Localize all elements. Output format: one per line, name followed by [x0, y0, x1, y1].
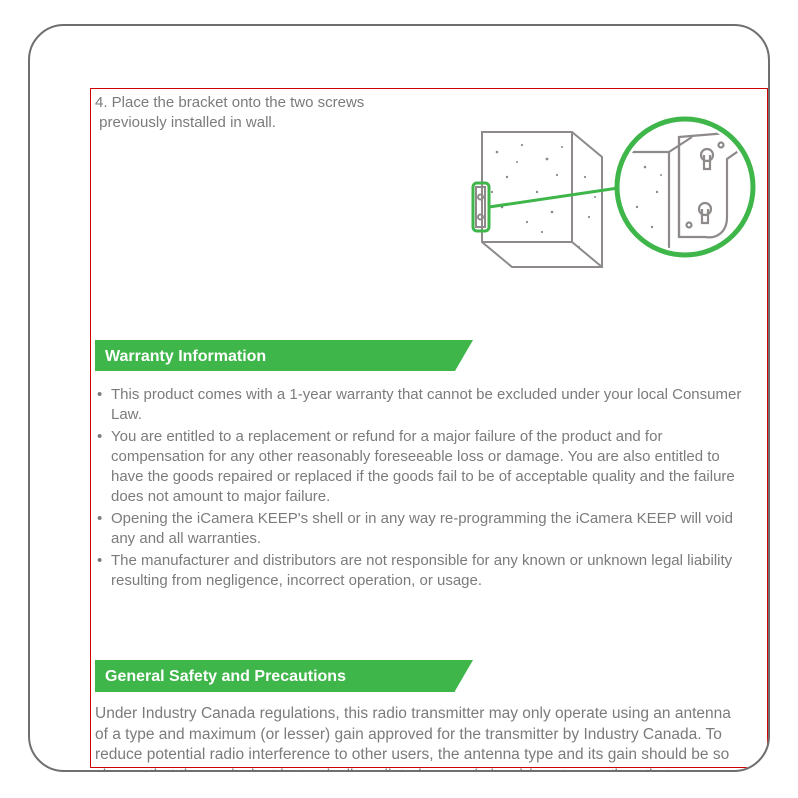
warranty-bullet-list: This product comes with a 1-year warrant…: [95, 385, 759, 590]
warranty-item-0: This product comes with a 1-year warrant…: [111, 386, 741, 423]
list-item: This product comes with a 1-year warrant…: [95, 385, 753, 425]
safety-title: General Safety and Precautions: [105, 668, 346, 685]
warranty-section-banner: Warranty Information: [95, 340, 455, 372]
warranty-item-2: Opening the iCamera KEEP's shell or in a…: [111, 510, 733, 547]
safety-section-banner: General Safety and Precautions: [95, 660, 455, 692]
bracket-illustration: [427, 97, 757, 287]
step-4-text: 4. Place the bracket onto the two screws…: [95, 93, 395, 134]
inner-red-frame: 4. Place the bracket onto the two screws…: [90, 88, 768, 768]
warranty-item-1: You are entitled to a replacement or ref…: [111, 428, 735, 505]
step-4-line1: 4. Place the bracket onto the two screws: [95, 94, 364, 111]
page-rounded-frame: 4. Place the bracket onto the two screws…: [28, 24, 770, 772]
list-item: You are entitled to a replacement or ref…: [95, 427, 753, 507]
warranty-item-3: The manufacturer and distributors are no…: [111, 552, 732, 589]
bracket-svg: [427, 97, 757, 287]
list-item: Opening the iCamera KEEP's shell or in a…: [95, 509, 753, 549]
step-4-line2: previously installed in wall.: [99, 114, 276, 131]
content-area: 4. Place the bracket onto the two screws…: [91, 89, 767, 772]
safety-body-text: Under Industry Canada regulations, this …: [95, 704, 759, 772]
list-item: The manufacturer and distributors are no…: [95, 551, 753, 591]
safety-body: Under Industry Canada regulations, this …: [95, 705, 731, 772]
warranty-title: Warranty Information: [105, 348, 266, 365]
